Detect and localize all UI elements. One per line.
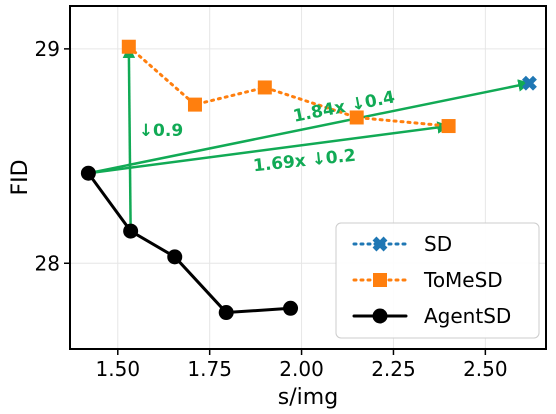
legend-entry: ToMeSD bbox=[352, 268, 503, 292]
axes-frame bbox=[69, 5, 547, 350]
annotation-arrow bbox=[122, 45, 136, 232]
x-tick-label: 2.50 bbox=[463, 357, 508, 381]
y-tick-label: 28 bbox=[35, 251, 60, 275]
y-tick-label: 29 bbox=[35, 37, 60, 61]
grid bbox=[70, 6, 546, 349]
series-line bbox=[86, 171, 293, 315]
data-point bbox=[121, 39, 136, 54]
legend-label: AgentSD bbox=[424, 304, 511, 328]
x-tick-label: 1.50 bbox=[96, 357, 141, 381]
annotation-arrows bbox=[88, 45, 531, 232]
annotation-arrow bbox=[88, 79, 531, 175]
data-point bbox=[283, 300, 299, 316]
series-tomesd bbox=[121, 39, 456, 134]
data-point bbox=[167, 249, 183, 265]
y-axis-label: FID bbox=[8, 159, 33, 195]
legend-label: ToMeSD bbox=[423, 268, 503, 292]
series-sd bbox=[522, 75, 537, 91]
legend-marker bbox=[372, 308, 388, 324]
data-point bbox=[123, 223, 139, 239]
data-point bbox=[441, 119, 456, 134]
data-point bbox=[80, 165, 96, 181]
legend-marker bbox=[373, 273, 387, 287]
series-line bbox=[127, 45, 451, 128]
annotation-label: ↓0.9 bbox=[139, 121, 183, 141]
series-layer bbox=[80, 39, 537, 321]
data-point bbox=[187, 97, 202, 112]
legend-entry: SD bbox=[352, 232, 452, 256]
x-tick-label: 2.00 bbox=[279, 357, 324, 381]
x-tick-label: 2.25 bbox=[371, 357, 416, 381]
data-point bbox=[349, 110, 364, 125]
data-point bbox=[257, 80, 272, 95]
x-tick-label: 1.75 bbox=[187, 357, 232, 381]
legend-box bbox=[335, 222, 540, 339]
data-point bbox=[218, 305, 234, 321]
legend-marker bbox=[372, 236, 388, 252]
series-agentsd bbox=[80, 165, 299, 321]
legend-label: SD bbox=[424, 232, 452, 256]
data-point bbox=[522, 75, 537, 91]
plot-frame bbox=[69, 5, 547, 350]
legend: SD ToMeSD AgentSD bbox=[335, 222, 540, 339]
x-axis-label: s/img bbox=[278, 385, 338, 410]
legend-entry: AgentSD bbox=[352, 304, 511, 328]
annotation-arrow bbox=[88, 121, 450, 175]
annotation-labels: 1.84x ↓0.41.69x ↓0.2↓0.9 bbox=[139, 87, 397, 176]
tick-labels: 1.50 1.75 2.00 2.25 2.50 28 29 bbox=[35, 37, 508, 381]
